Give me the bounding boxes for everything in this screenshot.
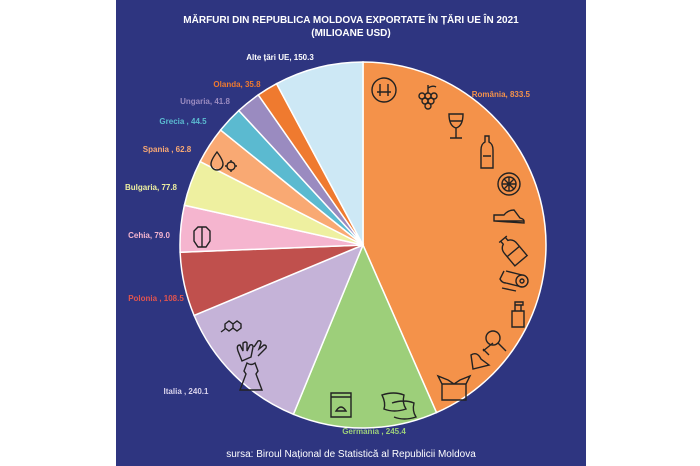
label-spania: Spania , 62.8: [143, 145, 192, 154]
label-alte-tari-ue: Alte țări UE, 150.3: [246, 53, 314, 62]
label-germania: Germania , 245.4: [342, 427, 406, 436]
slice-germania: [292, 243, 438, 429]
crystal-icon: [193, 226, 211, 248]
grapes-icon: [418, 85, 438, 110]
title-line-2: (MILIOANE USD): [311, 28, 391, 39]
chart-panel: MĂRFURI DIN REPUBLICA MOLDOVA EXPORTATE …: [116, 0, 586, 466]
plastic-bottle-icon: [498, 235, 529, 267]
drop-gear-icon: [210, 150, 237, 172]
honeycomb-icon: [220, 320, 242, 333]
label-grecia: Grecia , 44.5: [159, 117, 207, 126]
label-olanda: Olanda, 35.8: [213, 80, 261, 89]
slice-labels: România, 833.5 Germania , 245.4 Italia , 2…: [125, 53, 531, 436]
magnifier-icon: [485, 330, 507, 352]
slice-alte-tari-ue: [275, 61, 364, 246]
title-line-1: MĂRFURI DIN REPUBLICA MOLDOVA EXPORTATE …: [183, 15, 519, 26]
label-bulgaria: Bulgaria, 77.8: [125, 183, 178, 192]
wheel-icon: [497, 172, 521, 196]
plug-icon: [371, 77, 397, 103]
label-italia: Italia , 240.1: [164, 387, 209, 396]
slice-italia: [193, 243, 365, 416]
source-note: sursa: Biroul Național de Statistică al …: [226, 449, 476, 460]
stone-tool-icon: [470, 342, 494, 370]
product-icons: [193, 77, 529, 420]
gloves-icon: [236, 340, 267, 362]
dress-icon: [238, 361, 264, 391]
bottle-icon: [480, 135, 494, 169]
label-polonia: Polonia , 108.5: [128, 294, 184, 303]
pie-chart: România, 833.5 Germania , 245.4 Italia , 2…: [125, 53, 547, 436]
label-romania: România, 833.5: [472, 90, 531, 99]
pie-slices: [179, 61, 547, 429]
chart-title: MĂRFURI DIN REPUBLICA MOLDOVA EXPORTATE …: [116, 14, 586, 40]
logs-icon: [499, 270, 529, 292]
spray-bottle-icon: [511, 301, 525, 328]
label-cehia: Cehia, 79.0: [128, 231, 170, 240]
box-icon: [436, 374, 472, 401]
jar-icon: [330, 392, 352, 418]
wine-glass-icon: [448, 113, 464, 139]
label-ungaria: Ungaria, 41.8: [180, 97, 230, 106]
shoe-icon: [493, 209, 525, 224]
slice-romania: [362, 61, 547, 414]
pillows-icon: [381, 392, 418, 420]
